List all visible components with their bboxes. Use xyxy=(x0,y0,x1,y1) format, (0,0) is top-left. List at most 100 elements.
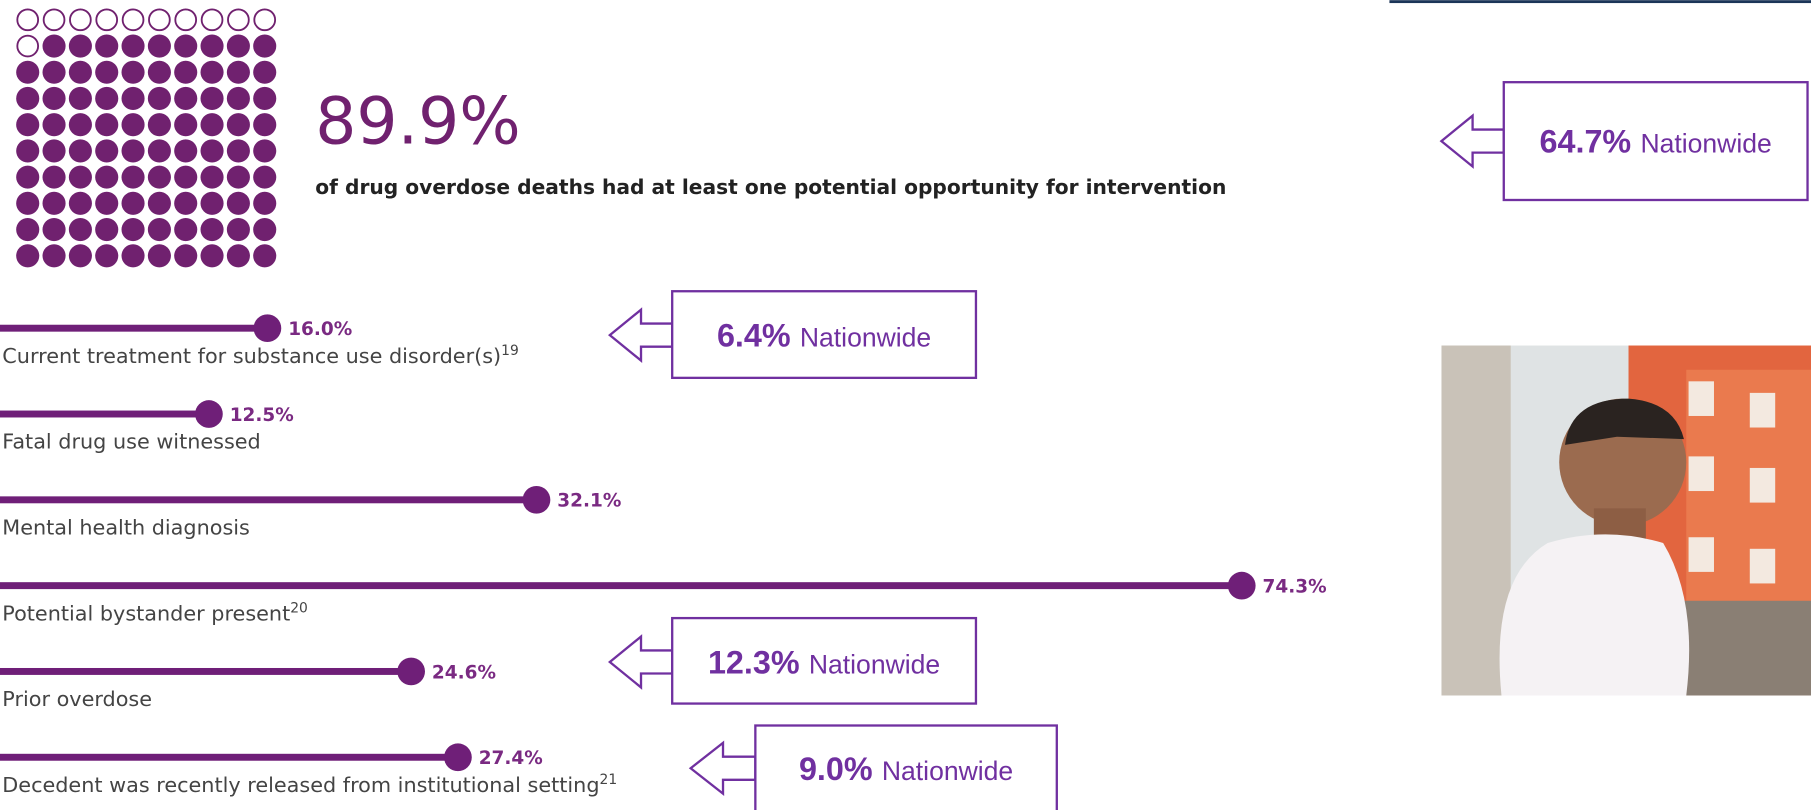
callout-text: 6.4% Nationwide xyxy=(717,318,931,354)
waffle-dot xyxy=(200,165,224,189)
waffle-dot xyxy=(95,139,119,163)
category-label: Current treatment for substance use diso… xyxy=(2,343,518,368)
waffle-dot xyxy=(95,113,119,137)
waffle-dot xyxy=(147,86,171,111)
waffle-dot xyxy=(200,113,224,137)
waffle-dot xyxy=(42,8,66,32)
waffle-dot xyxy=(16,218,40,242)
footnote: 20 xyxy=(290,600,308,616)
waffle-dot xyxy=(174,244,198,268)
value-label: 16.0% xyxy=(288,319,352,340)
waffle-dot xyxy=(174,165,198,189)
waffle-dot xyxy=(200,34,224,58)
waffle-dot xyxy=(253,165,277,189)
waffle-dot xyxy=(16,139,40,163)
category-label: Fatal drug use witnessed xyxy=(2,430,260,454)
waffle-dot xyxy=(95,191,119,215)
callout-value: 9.0% xyxy=(799,751,873,787)
waffle-dot xyxy=(16,191,40,215)
waffle-dot xyxy=(200,191,224,215)
waffle-dot xyxy=(200,86,224,111)
waffle-dot xyxy=(174,60,198,84)
waffle-dot xyxy=(226,244,250,268)
bar xyxy=(0,410,209,418)
waffle-dot xyxy=(69,8,92,32)
callout-value: 64.7% xyxy=(1540,124,1632,160)
bar xyxy=(0,667,412,675)
waffle-dot xyxy=(226,191,250,215)
category-label: Mental health diagnosis xyxy=(2,515,250,539)
category-text: Current treatment for substance use diso… xyxy=(2,344,501,368)
headline-value: 89.9% xyxy=(315,84,520,159)
waffle-dot xyxy=(253,8,277,32)
waffle-dot xyxy=(16,244,40,268)
waffle-dot xyxy=(121,191,145,215)
waffle-dot xyxy=(226,218,250,242)
waffle-dot xyxy=(95,60,119,84)
callout-box xyxy=(671,616,978,705)
waffle-dot xyxy=(121,218,145,242)
waffle-dot xyxy=(95,244,119,268)
waffle-dot xyxy=(42,60,66,84)
category-text: Decedent was recently released from inst… xyxy=(2,773,599,797)
waffle-dot xyxy=(42,113,66,137)
waffle-dot xyxy=(226,113,250,137)
callout-arrow xyxy=(688,740,757,797)
callout-box xyxy=(671,290,978,380)
waffle-dot xyxy=(68,139,92,163)
waffle-dot xyxy=(68,34,92,58)
waffle-dot xyxy=(16,60,40,84)
waffle-dot xyxy=(147,60,171,84)
waffle-dot xyxy=(227,8,250,32)
callout-text: 9.0% Nationwide xyxy=(799,751,1013,787)
category-label: Prior overdose xyxy=(2,687,152,711)
waffle-dot xyxy=(16,86,40,111)
headline-caption: of drug overdose deaths had at least one… xyxy=(315,175,1226,199)
waffle-dot xyxy=(253,191,277,215)
footnote: 19 xyxy=(501,343,519,359)
waffle-dot xyxy=(147,165,171,189)
waffle-dot xyxy=(16,34,40,58)
bar-dot xyxy=(444,743,472,772)
bar-dot xyxy=(1227,571,1256,600)
top-rule xyxy=(1389,0,1811,4)
bar xyxy=(0,753,458,761)
waffle-dot xyxy=(174,191,198,215)
waffle-dot xyxy=(42,86,66,111)
bar xyxy=(0,324,268,332)
waffle-dot xyxy=(42,165,66,189)
waffle-dot xyxy=(147,34,171,58)
waffle-dot xyxy=(42,191,66,215)
waffle-dot xyxy=(148,8,171,32)
waffle-dot xyxy=(174,218,198,242)
value-label: 24.6% xyxy=(432,662,496,683)
waffle-dot xyxy=(200,139,224,163)
waffle-dot xyxy=(174,139,198,163)
bar-dot xyxy=(253,314,282,343)
callout-box xyxy=(1502,81,1809,202)
callout-arrow xyxy=(607,307,674,363)
waffle-dot xyxy=(200,218,224,242)
waffle-dot xyxy=(121,8,145,32)
waffle-dot xyxy=(226,86,250,111)
waffle-dot xyxy=(226,165,250,189)
waffle-dot xyxy=(147,218,171,242)
waffle-dot xyxy=(121,86,145,111)
waffle-dot xyxy=(16,165,40,189)
waffle-dot xyxy=(147,244,171,268)
waffle-dot xyxy=(226,60,250,84)
category-label: Decedent was recently released from inst… xyxy=(2,772,617,797)
waffle-dot xyxy=(68,244,92,268)
waffle-dot xyxy=(95,86,119,111)
category-text: Prior overdose xyxy=(2,687,152,711)
value-label: 27.4% xyxy=(479,748,543,769)
callout-box xyxy=(754,724,1058,810)
waffle-dot xyxy=(68,191,92,215)
waffle-dot xyxy=(253,113,277,137)
waffle-dot xyxy=(95,8,119,32)
bar-dot xyxy=(397,657,425,686)
value-label: 32.1% xyxy=(557,491,621,512)
waffle-dot xyxy=(121,113,145,137)
callout-arrow xyxy=(607,634,674,690)
